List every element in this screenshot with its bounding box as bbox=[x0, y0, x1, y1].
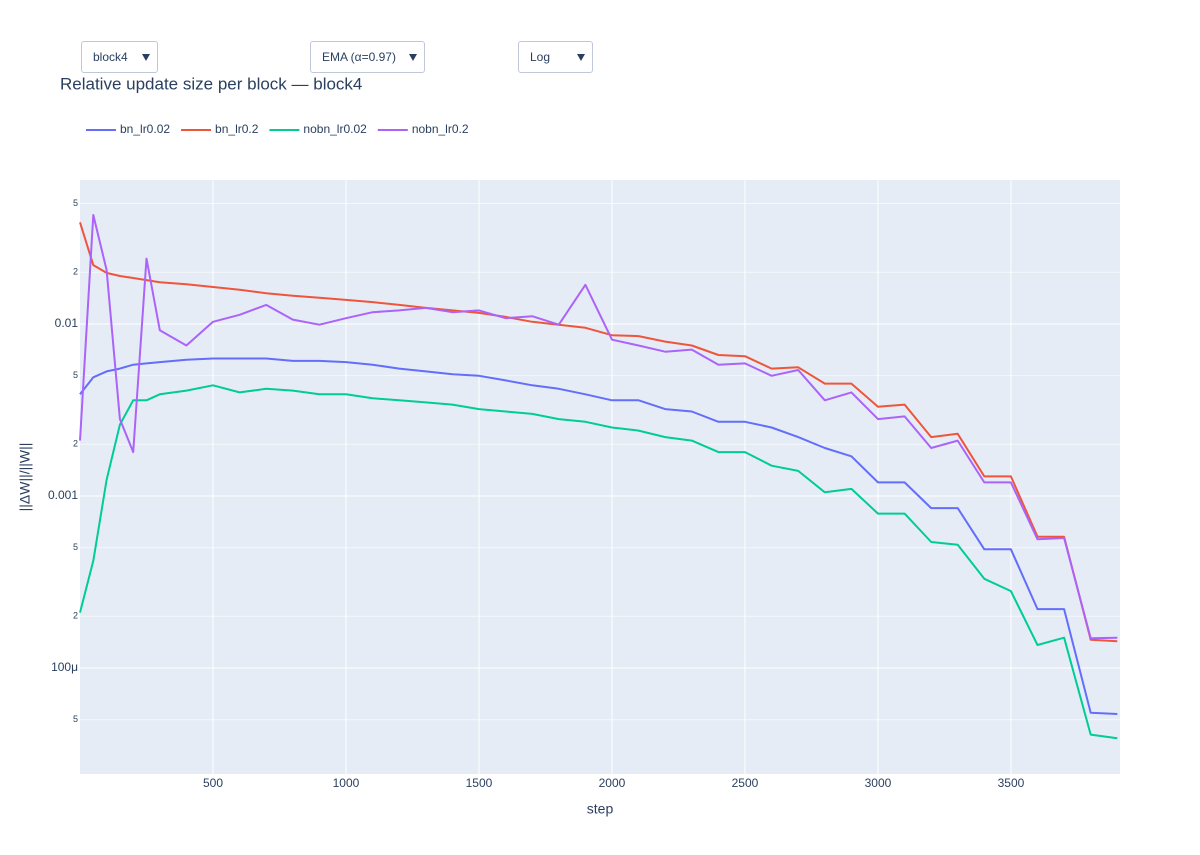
x-tick-label: 3000 bbox=[865, 776, 892, 790]
scale-dropdown[interactable]: Log bbox=[518, 41, 593, 73]
y-tick-label: 5 bbox=[73, 542, 78, 552]
series-line bbox=[79, 357, 1118, 715]
x-tick-label: 1500 bbox=[466, 776, 493, 790]
smoothing-dropdown[interactable]: EMA (α=0.97) bbox=[310, 41, 425, 73]
x-tick-label: 500 bbox=[203, 776, 223, 790]
series-line bbox=[79, 384, 1118, 740]
chart-title: Relative update size per block — block4 bbox=[60, 74, 362, 93]
y-tick-label: 5 bbox=[73, 198, 78, 208]
y-tick-label: 100μ bbox=[51, 660, 78, 674]
legend-label: bn_lr0.2 bbox=[215, 122, 259, 136]
legend-label: nobn_lr0.02 bbox=[303, 122, 367, 136]
x-axis-title: step bbox=[587, 801, 614, 817]
x-tick-label: 2500 bbox=[732, 776, 759, 790]
plot-area bbox=[80, 180, 1120, 774]
y-tick-label: 5 bbox=[73, 714, 78, 724]
y-tick-label: 2 bbox=[73, 267, 78, 277]
y-tick-label: 0.001 bbox=[48, 488, 78, 502]
block-dropdown[interactable]: block4 bbox=[81, 41, 158, 73]
y-axis-title: ||ΔW||/||W|| bbox=[17, 443, 33, 512]
y-tick-label: 0.01 bbox=[55, 316, 79, 330]
lines bbox=[79, 214, 1118, 740]
x-tick-label: 1000 bbox=[333, 776, 360, 790]
y-tick-label: 2 bbox=[73, 439, 78, 449]
legend-label: nobn_lr0.2 bbox=[412, 122, 469, 136]
x-tick-label: 2000 bbox=[599, 776, 626, 790]
legend-label: bn_lr0.02 bbox=[120, 122, 170, 136]
y-tick-label: 2 bbox=[73, 611, 78, 621]
series-line bbox=[79, 214, 1118, 640]
x-tick-label: 3500 bbox=[998, 776, 1025, 790]
y-tick-label: 5 bbox=[73, 370, 78, 380]
